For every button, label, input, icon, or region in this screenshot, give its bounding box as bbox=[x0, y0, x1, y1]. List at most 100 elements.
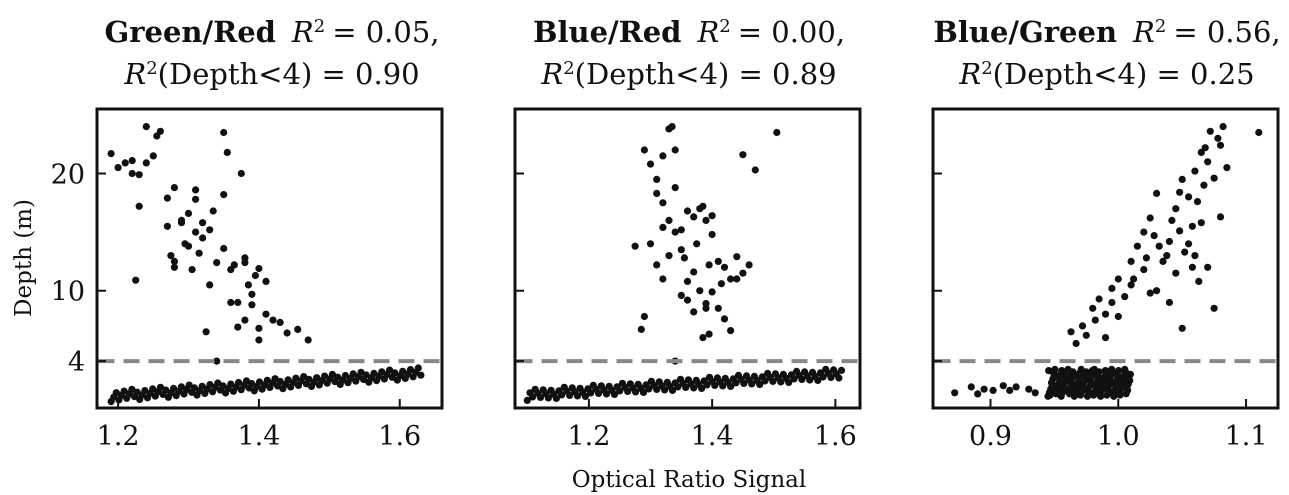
data-point bbox=[1031, 389, 1039, 397]
data-point bbox=[276, 318, 284, 326]
data-point bbox=[708, 212, 716, 220]
data-point bbox=[677, 291, 685, 299]
data-point bbox=[235, 378, 243, 387]
data-point bbox=[1219, 123, 1227, 131]
y-tick-label: 20 bbox=[51, 159, 85, 190]
data-point bbox=[132, 276, 140, 284]
data-point bbox=[163, 222, 171, 230]
data-point bbox=[1216, 141, 1225, 149]
data-point bbox=[714, 257, 722, 265]
data-point bbox=[1197, 219, 1205, 227]
data-point bbox=[1101, 334, 1110, 342]
data-point bbox=[156, 383, 165, 391]
data-point bbox=[1104, 387, 1112, 395]
data-point bbox=[220, 244, 228, 253]
data-point bbox=[153, 132, 161, 140]
data-point bbox=[1091, 316, 1099, 324]
data-point bbox=[773, 128, 781, 137]
x-tick-label: 1.6 bbox=[814, 421, 857, 452]
data-point bbox=[1204, 263, 1212, 271]
data-point bbox=[128, 157, 136, 165]
data-point bbox=[1146, 214, 1154, 222]
data-point bbox=[682, 383, 690, 391]
data-point bbox=[417, 371, 425, 379]
data-point bbox=[1051, 365, 1059, 373]
data-point bbox=[192, 228, 200, 236]
data-point bbox=[733, 275, 741, 283]
data-point bbox=[1142, 254, 1150, 262]
data-point bbox=[167, 252, 175, 260]
data-point bbox=[184, 209, 193, 217]
data-point bbox=[720, 263, 729, 271]
data-point bbox=[690, 308, 698, 316]
data-point bbox=[170, 184, 178, 192]
x-tick-label: 1.2 bbox=[567, 421, 610, 452]
data-point bbox=[1078, 322, 1087, 330]
data-point bbox=[1146, 289, 1154, 297]
data-point bbox=[733, 253, 741, 261]
data-point bbox=[645, 385, 653, 393]
data-point bbox=[1058, 367, 1066, 375]
panel-title-line1: Blue/Green R2 = 0.56, bbox=[933, 15, 1280, 49]
data-point bbox=[1168, 216, 1176, 224]
data-point bbox=[748, 380, 756, 388]
data-point bbox=[624, 387, 632, 395]
data-point bbox=[209, 207, 217, 215]
data-point bbox=[248, 301, 256, 309]
data-point bbox=[616, 387, 624, 395]
data-point bbox=[595, 389, 603, 397]
panel-title-line1: Green/Red R2 = 0.05, bbox=[104, 15, 439, 49]
data-point bbox=[581, 392, 590, 400]
data-point bbox=[1067, 328, 1075, 336]
data-point bbox=[677, 246, 685, 254]
data-point bbox=[1178, 175, 1186, 183]
data-point bbox=[1097, 392, 1105, 400]
data-point bbox=[690, 268, 698, 276]
data-point bbox=[1094, 374, 1103, 382]
data-point bbox=[251, 271, 259, 280]
panel-title-r2-sub: (Depth<4) = 0.90 bbox=[158, 57, 420, 91]
x-tick-label: 1.4 bbox=[691, 421, 734, 452]
data-point bbox=[135, 202, 143, 210]
data-point bbox=[1116, 391, 1124, 399]
data-point bbox=[1124, 386, 1132, 394]
data-point bbox=[1126, 376, 1134, 384]
data-point bbox=[732, 379, 740, 387]
data-point bbox=[1140, 228, 1148, 236]
panel-title-line2: R2(Depth<4) = 0.90 bbox=[123, 57, 419, 91]
data-point bbox=[1114, 373, 1122, 381]
data-point bbox=[739, 151, 747, 159]
data-point bbox=[702, 304, 710, 312]
data-point bbox=[1114, 275, 1122, 283]
data-point bbox=[1163, 252, 1171, 260]
data-point bbox=[223, 148, 231, 156]
data-point bbox=[294, 325, 302, 333]
data-point bbox=[751, 166, 759, 174]
panel-title-r2-sub: (Depth<4) = 0.25 bbox=[993, 57, 1255, 91]
data-point bbox=[142, 159, 150, 167]
data-point bbox=[727, 382, 735, 390]
data-point bbox=[1092, 384, 1100, 392]
data-point bbox=[653, 175, 661, 183]
data-point bbox=[313, 374, 321, 382]
data-point bbox=[1210, 174, 1218, 182]
panel-title-r2: = 0.00, bbox=[738, 15, 845, 49]
x-tick-label: 1.0 bbox=[1097, 421, 1140, 452]
data-point bbox=[1065, 390, 1074, 398]
data-point bbox=[1108, 298, 1116, 307]
data-point bbox=[1090, 365, 1098, 373]
data-point bbox=[1216, 213, 1225, 221]
data-point bbox=[1159, 257, 1167, 265]
data-point bbox=[674, 383, 682, 391]
data-point bbox=[837, 366, 846, 374]
data-point bbox=[1133, 242, 1141, 250]
data-point bbox=[149, 152, 157, 160]
data-point bbox=[1188, 263, 1196, 271]
data-point bbox=[631, 242, 639, 250]
data-point bbox=[529, 393, 537, 401]
data-point bbox=[1155, 242, 1163, 250]
panel-title-line1: Blue/Red R2 = 0.00, bbox=[533, 15, 845, 49]
data-point bbox=[602, 390, 611, 398]
data-point bbox=[1191, 252, 1199, 260]
data-point bbox=[255, 324, 263, 332]
